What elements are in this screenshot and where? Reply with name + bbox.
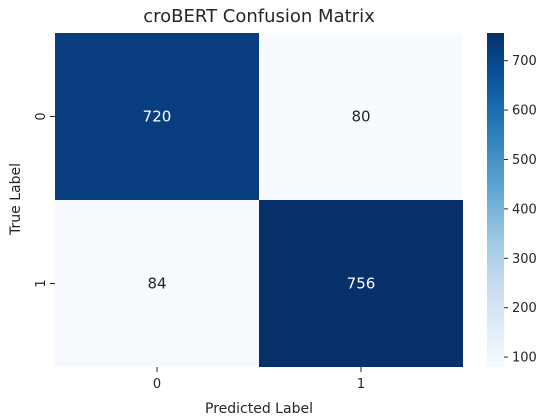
heatmap-cell-r0-c1 xyxy=(259,33,463,200)
colorbar-tick-label-300: 300 xyxy=(512,252,537,267)
cell-value-r1-c0: 84 xyxy=(147,275,166,293)
heatmap-cells xyxy=(55,33,463,367)
heatmap-cell-labels: 720 80 84 756 xyxy=(143,108,376,293)
heatmap-cell-r0-c0 xyxy=(55,33,259,200)
colorbar xyxy=(487,33,504,367)
y-axis-label: True Label xyxy=(8,163,24,236)
colorbar-ticks: 100 200 300 400 500 600 700 xyxy=(504,54,537,366)
colorbar-tick-label-600: 600 xyxy=(512,104,537,119)
colorbar-tick-label-400: 400 xyxy=(512,202,537,217)
x-axis-label: Predicted Label xyxy=(205,401,313,417)
colorbar-tick-label-200: 200 xyxy=(512,301,537,316)
cell-value-r0-c1: 80 xyxy=(351,108,370,126)
colorbar-tick-label-500: 500 xyxy=(512,153,537,168)
y-axis-ticks: 01 xyxy=(34,112,55,288)
cell-value-r1-c1: 756 xyxy=(347,275,376,293)
colorbar-tick-label-100: 100 xyxy=(512,351,537,366)
y-tick-label-1: 1 xyxy=(34,279,49,287)
heatmap-cell-r1-c0 xyxy=(55,200,259,367)
y-tick-label-0: 0 xyxy=(34,112,49,120)
cell-value-r0-c0: 720 xyxy=(143,108,172,126)
x-tick-label-0: 0 xyxy=(153,377,161,392)
heatmap-cell-r1-c1 xyxy=(259,200,463,367)
chart-title: croBERT Confusion Matrix xyxy=(143,6,375,27)
x-tick-label-1: 1 xyxy=(357,377,365,392)
colorbar-tick-label-700: 700 xyxy=(512,54,537,69)
